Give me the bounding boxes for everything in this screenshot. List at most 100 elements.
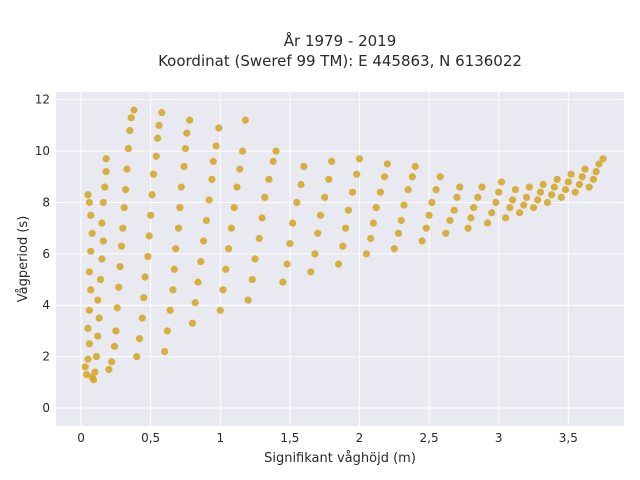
data-point <box>108 358 116 366</box>
data-point <box>397 216 405 225</box>
data-point <box>390 245 398 253</box>
data-point <box>87 247 95 255</box>
data-point <box>325 175 333 183</box>
data-point <box>425 211 433 219</box>
data-point <box>269 157 277 165</box>
data-point <box>488 209 496 217</box>
y-axis-title: Vågperiod (s) <box>16 216 31 303</box>
data-point <box>202 216 210 225</box>
data-point <box>344 206 352 214</box>
data-point <box>418 237 426 245</box>
data-point <box>470 204 478 212</box>
data-point <box>372 204 380 212</box>
data-point <box>88 229 96 237</box>
data-point <box>216 306 224 314</box>
data-point <box>194 278 202 286</box>
data-point <box>222 265 230 273</box>
data-point <box>110 342 119 350</box>
data-point <box>81 363 89 371</box>
data-point <box>199 237 208 245</box>
data-point <box>376 188 384 196</box>
data-point <box>411 162 419 171</box>
data-point <box>380 173 389 181</box>
data-point <box>286 239 294 248</box>
data-point <box>163 327 171 335</box>
data-point <box>581 165 589 173</box>
data-point <box>369 219 378 227</box>
data-point <box>83 371 91 379</box>
y-tick-label: 10 <box>35 144 50 158</box>
data-point <box>98 255 106 263</box>
data-point <box>99 237 107 245</box>
data-point <box>509 196 517 204</box>
data-point <box>154 134 162 142</box>
data-point <box>158 108 166 117</box>
data-point <box>209 157 217 165</box>
data-point <box>127 114 135 122</box>
data-point <box>474 193 482 201</box>
data-point <box>404 186 412 194</box>
data-point <box>515 209 524 217</box>
data-point <box>170 265 178 273</box>
data-point <box>99 198 107 207</box>
data-point <box>89 376 98 384</box>
data-point <box>511 186 520 194</box>
data-point <box>181 144 190 153</box>
data-point <box>536 188 545 196</box>
data-point <box>84 355 92 363</box>
x-tick-label: 1,5 <box>280 431 299 445</box>
data-point <box>265 175 273 183</box>
data-point <box>456 183 464 191</box>
data-point <box>335 260 343 268</box>
data-point <box>177 183 185 191</box>
data-point <box>522 193 531 201</box>
data-point <box>238 147 247 155</box>
data-point <box>188 319 197 327</box>
data-point <box>467 214 475 222</box>
data-point <box>87 211 95 219</box>
data-point <box>183 129 191 137</box>
data-point <box>236 165 244 173</box>
data-point <box>599 155 607 163</box>
data-point <box>85 268 94 276</box>
data-point <box>244 296 252 304</box>
x-tick-label: 2 <box>356 431 364 445</box>
data-point <box>567 170 575 178</box>
data-point <box>502 214 510 222</box>
data-point <box>436 173 444 181</box>
data-point <box>300 162 308 171</box>
y-tick-label: 0 <box>42 401 50 415</box>
data-point <box>85 340 94 348</box>
data-point <box>400 201 408 209</box>
data-point <box>408 173 416 181</box>
data-point <box>483 219 492 227</box>
data-point <box>520 201 528 209</box>
data-point <box>297 180 305 189</box>
data-point <box>112 327 120 335</box>
data-point <box>230 204 238 212</box>
data-point <box>575 180 584 189</box>
data-point <box>124 144 132 153</box>
data-point <box>353 170 361 178</box>
data-point <box>126 126 134 135</box>
data-point <box>95 314 103 322</box>
data-point <box>85 198 94 207</box>
data-point <box>585 183 593 191</box>
x-tick-label: 3,5 <box>559 431 578 445</box>
data-point <box>255 234 263 243</box>
data-point <box>205 196 213 204</box>
data-point <box>258 214 266 222</box>
data-point <box>191 299 199 307</box>
data-point <box>307 268 315 276</box>
data-point <box>105 365 113 374</box>
grid-lines <box>56 92 624 426</box>
data-point <box>495 188 503 196</box>
data-point <box>186 116 194 124</box>
data-point <box>432 186 440 194</box>
data-point <box>561 186 570 194</box>
data-point <box>525 183 533 191</box>
data-point <box>251 255 259 263</box>
data-point <box>548 191 556 199</box>
data-point <box>120 204 128 212</box>
